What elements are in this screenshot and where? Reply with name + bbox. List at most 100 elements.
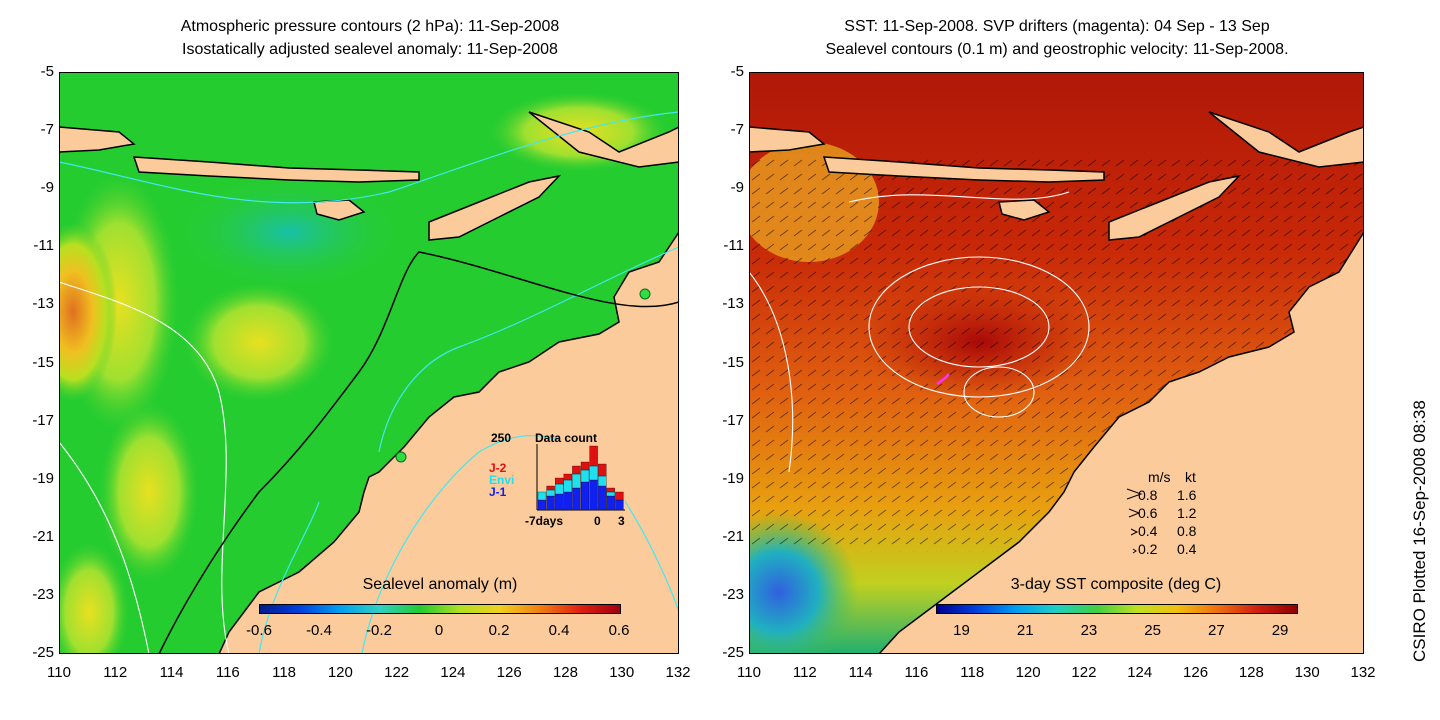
right-ytick: -15 — [722, 353, 744, 371]
sumba-island — [998, 199, 1051, 221]
left-cbar-tick: 0 — [434, 622, 444, 639]
australia-land — [877, 230, 1364, 654]
velocity-arrow-icon — [1128, 508, 1141, 518]
velocity-legend-kt-4: 0.4 — [1177, 541, 1197, 557]
left-xtick: 122 — [384, 664, 410, 681]
velocity-legend: m/s kt 0.8 1.6 0.6 1.2 0.4 0.8 0.2 0.4 — [1126, 469, 1197, 557]
right-ytick: -17 — [722, 411, 744, 429]
right-xtick: 130 — [1294, 664, 1320, 681]
right-cbar-tick: 25 — [1144, 622, 1161, 639]
inset-legend-envi: Envi — [489, 473, 514, 487]
left-xtick: 124 — [440, 664, 466, 681]
timor-land — [428, 174, 562, 241]
velocity-legend-ms-2: 0.6 — [1138, 505, 1158, 521]
left-ytick: -23 — [32, 585, 54, 603]
lesser-sunda-islands — [822, 156, 1105, 183]
right-cbar-tick: 27 — [1208, 622, 1225, 639]
inset-bar — [563, 473, 572, 481]
left-ytick: -21 — [32, 527, 54, 545]
right-xtick: 112 — [792, 664, 817, 681]
left-ytick: -15 — [32, 353, 54, 371]
left-xtick: 112 — [103, 664, 128, 681]
right-xtick: 114 — [848, 664, 873, 681]
inset-bar — [572, 465, 581, 475]
inset-legend-j1: J-1 — [489, 485, 507, 499]
inset-xtick-zero: 0 — [594, 514, 601, 528]
left-colorbar — [259, 604, 621, 614]
inset-bar — [598, 463, 607, 477]
left-ytick: -13 — [32, 295, 54, 313]
left-ytick: -17 — [32, 411, 54, 429]
inset-bar — [606, 487, 615, 493]
timor-land — [1108, 174, 1242, 241]
velocity-legend-kt-2: 1.2 — [1177, 505, 1197, 521]
left-xtick: 114 — [159, 664, 184, 681]
right-xtick: 122 — [1071, 664, 1097, 681]
lesser-sunda-islands — [132, 156, 420, 183]
java-land — [59, 126, 136, 153]
velocity-arrow-icon — [1132, 548, 1137, 554]
right-xtick: 128 — [1238, 664, 1264, 681]
right-ytick: -13 — [722, 295, 744, 313]
left-cbar-tick: -0.6 — [246, 622, 272, 639]
sst-map: m/s kt 0.8 1.6 0.6 1.2 0.4 0.8 0.2 0.4 — [749, 72, 1364, 654]
right-plot-frame — [749, 72, 1364, 654]
inset-count-label: 250 — [491, 431, 511, 445]
right-cbar-tick: 21 — [1016, 622, 1034, 639]
velocity-arrow-icon — [1126, 488, 1143, 500]
right-ytick: -19 — [722, 469, 744, 487]
right-ytick: -25 — [722, 644, 744, 661]
left-xtick: 132 — [665, 664, 691, 681]
left-xtick: 126 — [496, 664, 522, 681]
station-marker — [639, 288, 651, 300]
right-ytick: -7 — [730, 121, 744, 139]
right-ytick: -11 — [723, 237, 744, 255]
inset-xtick-start: -7days — [525, 514, 563, 528]
right-xtick: 116 — [904, 664, 929, 681]
right-ytick: -5 — [730, 63, 744, 80]
velocity-legend-ms-4: 0.2 — [1138, 541, 1158, 557]
right-title-line2: Sealevel contours (0.1 m) and geostrophi… — [825, 41, 1289, 58]
left-title-line1: Atmospheric pressure contours (2 hPa): 1… — [180, 18, 560, 35]
inset-bar — [537, 491, 547, 501]
inset-bar — [555, 477, 564, 485]
velocity-legend-kt-1: 1.6 — [1177, 487, 1197, 503]
left-ytick: -25 — [32, 644, 54, 661]
left-ytick: -11 — [33, 237, 54, 255]
right-cbar-tick: 19 — [953, 622, 970, 639]
left-cbar-tick: -0.4 — [306, 622, 332, 639]
station-marker — [395, 451, 407, 463]
right-ytick: -9 — [730, 179, 744, 197]
data-count-inset: 250 Data count J-2 Envi J-1 -7days 0 3 — [489, 431, 625, 528]
inset-legend-j2: J-2 — [489, 461, 507, 475]
right-ytick: -23 — [722, 585, 744, 603]
right-xtick: 126 — [1183, 664, 1209, 681]
left-ytick: -19 — [32, 469, 54, 487]
sealevel-map: 250 Data count J-2 Envi J-1 -7days 0 3 — [59, 72, 679, 654]
left-xtick: 128 — [552, 664, 578, 681]
left-ytick: -7 — [40, 121, 54, 139]
velocity-legend-header-kt: kt — [1185, 469, 1196, 485]
java-land — [749, 126, 826, 153]
left-cbar-tick: 0.2 — [488, 622, 510, 639]
inset-bar — [546, 485, 555, 491]
left-cbar-tick: 0.6 — [608, 622, 630, 639]
left-xtick: 110 — [47, 664, 71, 681]
right-xtick: 110 — [737, 664, 761, 681]
left-ytick: -9 — [40, 179, 54, 197]
australia-land — [218, 230, 679, 654]
inset-bar — [589, 445, 598, 467]
right-colorbar — [936, 604, 1298, 614]
right-xtick: 120 — [1015, 664, 1041, 681]
left-xtick: 118 — [272, 664, 297, 681]
left-cbar-tick: -0.2 — [366, 622, 392, 639]
right-ytick: -21 — [722, 527, 744, 545]
velocity-legend-header-ms: m/s — [1148, 469, 1171, 485]
plot-timestamp: CSIRO Plotted 16-Sep-2008 08:38 — [1410, 400, 1429, 662]
velocity-legend-kt-3: 0.8 — [1177, 523, 1197, 539]
svp-drifter-track — [936, 373, 950, 385]
left-title-line2: Isostatically adjusted sealevel anomaly:… — [182, 41, 558, 58]
inset-bar — [615, 491, 624, 501]
inset-title: Data count — [535, 431, 597, 445]
velocity-arrow-icon — [1130, 528, 1139, 536]
